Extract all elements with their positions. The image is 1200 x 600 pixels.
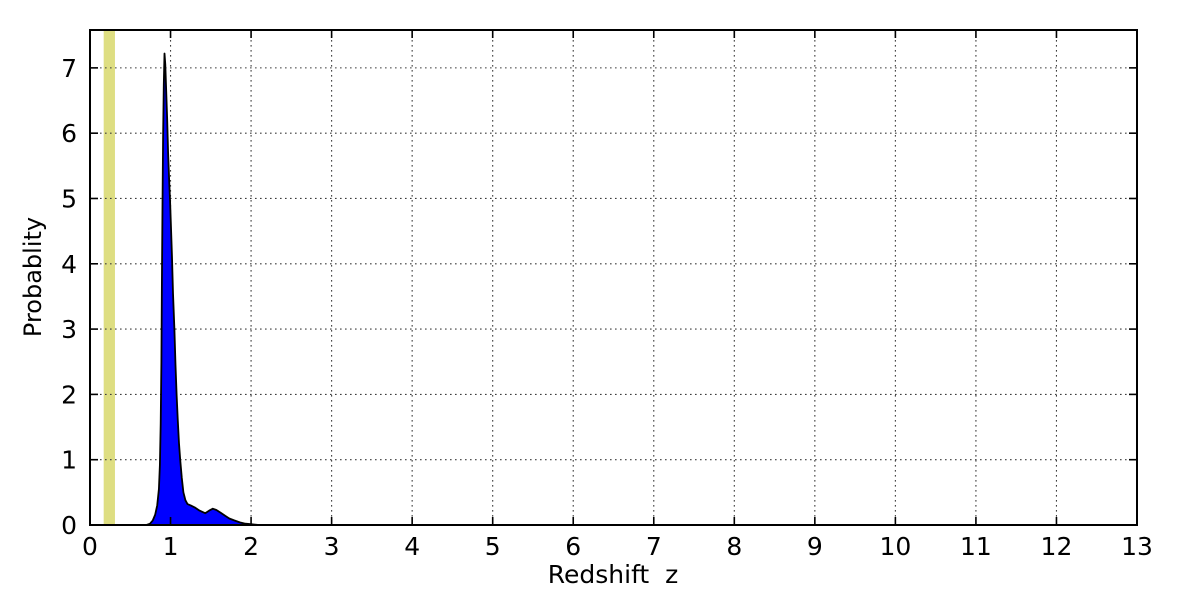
y-tick-label: 1 (61, 446, 77, 475)
x-tick-label: 6 (565, 532, 581, 561)
y-tick-label: 5 (61, 184, 77, 213)
y-tick-label: 2 (61, 380, 77, 409)
y-tick-label: 3 (61, 315, 77, 344)
x-tick-label: 7 (646, 532, 662, 561)
x-tick-label: 12 (1041, 532, 1073, 561)
pdf-curve (145, 52, 260, 526)
x-tick-label: 2 (243, 532, 259, 561)
x-tick-label: 10 (879, 532, 911, 561)
highlight-band (103, 30, 115, 525)
plot-background (90, 30, 1137, 525)
y-tick-label: 4 (61, 250, 77, 279)
x-tick-label: 4 (404, 532, 420, 561)
y-tick-label: 0 (61, 511, 77, 540)
x-tick-label: 5 (485, 532, 501, 561)
x-tick-label: 0 (82, 532, 98, 561)
x-tick-label: 1 (163, 532, 179, 561)
x-tick-label: 3 (324, 532, 340, 561)
y-axis-label: Probablity (19, 216, 47, 338)
x-tick-label: 13 (1121, 532, 1153, 561)
y-tick-label: 6 (61, 119, 77, 148)
x-tick-label: 8 (726, 532, 742, 561)
y-tick-label: 7 (61, 54, 77, 83)
x-axis-label: Redshift z (547, 560, 679, 589)
x-tick-label: 9 (807, 532, 823, 561)
plot-border (89, 29, 1138, 526)
x-tick-label: 11 (960, 532, 992, 561)
